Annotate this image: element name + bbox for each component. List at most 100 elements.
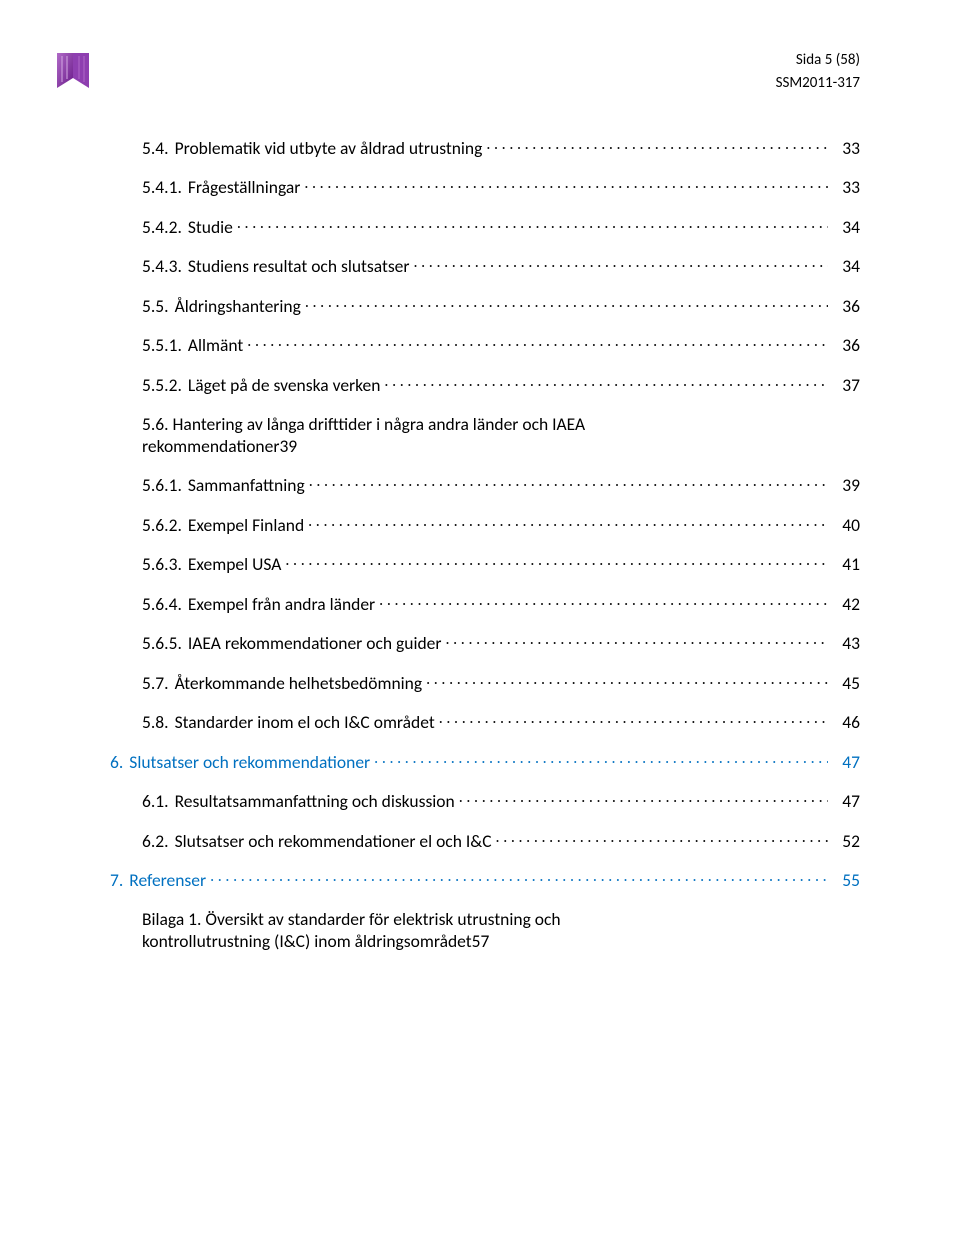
toc-entry-page: 41 [832,553,860,575]
toc-entry-number: 5.4.2. [142,216,182,238]
toc-entry-number: 5.6.5. [142,632,182,654]
toc-leader [379,592,828,610]
toc-leader [374,750,828,768]
toc-entry-number: 5.5.1. [142,334,182,356]
toc-entry-line2: kontrollutrustning (I&C) inom åldringsom… [142,930,860,952]
toc-leader [305,294,828,312]
toc-entry-title: rekommendationer [142,435,279,457]
toc-entry-page: 37 [832,374,860,396]
toc-entry-title: Återkommande helhetsbedömning [175,672,423,694]
toc-entry-page: 33 [832,176,860,198]
toc-entry: 5.4. Problematik vid utbyte av åldrad utr… [110,136,860,159]
toc-leader [413,255,828,273]
toc-entry: 5.4.3.Studiens resultat och slutsatser 3… [110,255,860,278]
toc-entry: 5.8. Standarder inom el och I&C området 4… [110,711,860,734]
toc-entry-number: 5.6.4. [142,593,182,615]
toc-entry: 7. Referenser 55 [110,869,860,892]
toc-entry: 5.6.2. Exempel Finland 40 [110,513,860,536]
toc-leader [308,513,828,531]
toc-entry-number: 5.6.1. [142,474,182,496]
page-header: Sida 5 (58) SSM2011-317 [110,50,860,94]
toc-entry-page: 34 [832,255,860,277]
toc-entry: 5.4.1. Frågeställningar 33 [110,176,860,199]
toc-entry-number: 5.4. [142,137,169,159]
toc-entry-title: Studie [188,216,233,238]
toc-leader [486,136,828,154]
toc-entry-number: 6. [110,751,123,773]
toc-entry: 6.1. Resultatsammanfattning och diskussio… [110,790,860,813]
toc-entry-line2: rekommendationer 39 [142,435,860,457]
page-number-label: Sida 5 (58) [796,51,860,69]
toc-leader [285,553,828,571]
toc-entry-line1: 5.6. Hantering av långa drifttider i någ… [142,413,860,435]
toc-entry-page: 55 [832,869,860,891]
toc-entry: 5.6.5. IAEA rekommendationer och guider 4… [110,632,860,655]
toc-entry-number: 5.4.1. [142,176,182,198]
toc-entry-title: Exempel Finland [188,514,304,536]
toc-entry: 5.6.1. Sammanfattning 39 [110,474,860,497]
toc-leader [445,632,828,650]
toc-entry-title: Resultatsammanfattning och diskussion [175,790,455,812]
toc-entry-title: IAEA rekommendationer och guider [188,632,442,654]
toc-leader [439,711,828,729]
toc-entry-title: Problematik vid utbyte av åldrad utrustn… [175,137,483,159]
toc-entry-number: 5.4.3. [142,255,182,277]
toc-entry-number: 5.5.2. [142,374,182,396]
toc-entry-number: 5.6.2. [142,514,182,536]
toc-leader [459,790,828,808]
toc-entry-title: kontrollutrustning (I&C) inom åldringsom… [142,930,472,952]
toc-entry-number: 6.2. [142,830,169,852]
toc-entry-title: Slutsatser och rekommendationer el och I… [175,830,492,852]
toc-entry-title: Allmänt [188,334,243,356]
toc-entry-page: 43 [832,632,860,654]
toc-leader [304,176,828,194]
toc-entry-title: Exempel från andra länder [188,593,375,615]
toc-entry-title: Slutsatser och rekommendationer [129,751,370,773]
toc-entry-page: 34 [832,216,860,238]
toc-entry-number: 5.5. [142,295,169,317]
toc-entry-page: 47 [832,790,860,812]
toc-entry: 5.5.1. Allmänt 36 [110,334,860,357]
toc-entry-title: Åldringshantering [175,295,301,317]
toc-entry: 6. Slutsatser och rekommendationer 47 [110,750,860,773]
toc-entry-title: Referenser [129,869,206,891]
toc-entry-number: 5.8. [142,711,169,733]
toc-entry: 5.5. Åldringshantering 36 [110,294,860,317]
toc-entry: 6.2. Slutsatser och rekommendationer el o… [110,829,860,852]
toc-entry-title: Exempel USA [188,553,282,575]
toc-entry-page: 40 [832,514,860,536]
toc-entry-page: 39 [279,435,297,457]
toc-entry-title: Sammanfattning [188,474,305,496]
toc-entry-page: 46 [832,711,860,733]
brand-logo-icon [56,52,90,94]
toc-entry-page: 39 [832,474,860,496]
toc-entry: 5.7. Återkommande helhetsbedömning 45 [110,671,860,694]
toc-entry-title: Standarder inom el och I&C området [175,711,435,733]
toc-leader [426,671,828,689]
toc-leader [237,215,828,233]
toc-entry-page: 36 [832,334,860,356]
toc-entry-number: 5.7. [142,672,169,694]
toc-entry-page: 57 [472,930,490,952]
table-of-contents: 5.4. Problematik vid utbyte av åldrad utr… [110,136,860,952]
toc-leader [384,373,828,391]
toc-entry-page: 42 [832,593,860,615]
toc-leader [309,474,828,492]
toc-entry-title: Frågeställningar [188,176,300,198]
toc-entry: 5.4.2. Studie 34 [110,215,860,238]
toc-leader [496,829,828,847]
toc-entry-page: 47 [832,751,860,773]
toc-entry-page: 52 [832,830,860,852]
toc-entry-title: Läget på de svenska verken [188,374,381,396]
toc-entry-number: 5.6.3. [142,553,182,575]
document-page: Sida 5 (58) SSM2011-317 5.4. Problematik … [0,0,960,1260]
toc-entry: 5.6. Hantering av långa drifttider i någ… [110,413,860,457]
toc-entry-number: 6.1. [142,790,169,812]
toc-entry-number: 7. [110,869,123,891]
toc-entry-page: 45 [832,672,860,694]
toc-leader [210,869,828,887]
toc-entry-page: 36 [832,295,860,317]
document-id: SSM2011-317 [110,73,860,94]
toc-entry: Bilaga 1. Översikt av standarder för ele… [110,908,860,952]
toc-entry-page: 33 [832,137,860,159]
